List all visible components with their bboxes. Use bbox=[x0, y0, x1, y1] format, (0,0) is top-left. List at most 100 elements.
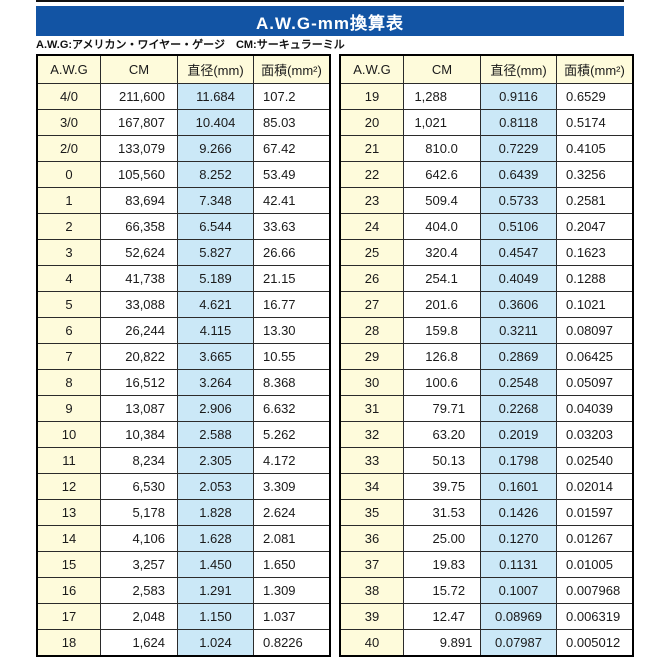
table-row: 33 50.13 0.1798 0.02540 bbox=[339, 447, 634, 474]
cell-diameter: 9.266 bbox=[177, 135, 254, 162]
table-row: 24 404.0 0.5106 0.2047 bbox=[339, 213, 634, 240]
cell-diameter: 2.588 bbox=[177, 421, 254, 448]
cell-area: 0.05097 bbox=[556, 369, 634, 396]
cell-area: 42.41 bbox=[253, 187, 331, 214]
cell-awg: 3 bbox=[36, 239, 101, 266]
cell-cm: 167,807 bbox=[100, 109, 178, 136]
cell-diameter: 4.115 bbox=[177, 317, 254, 344]
cell-area: 0.06425 bbox=[556, 343, 634, 370]
cell-diameter: 1.828 bbox=[177, 499, 254, 526]
cell-area: 0.2581 bbox=[556, 187, 634, 214]
cell-cm: 159.8 bbox=[403, 317, 481, 344]
cell-awg: 2 bbox=[36, 213, 101, 240]
cell-cm: 254.1 bbox=[403, 265, 481, 292]
cell-area: 0.01597 bbox=[556, 499, 634, 526]
cell-awg: 11 bbox=[36, 447, 101, 474]
table-header: A.W.G CM 直径(mm) 面積(mm²) bbox=[36, 54, 331, 84]
cell-awg: 39 bbox=[339, 603, 404, 630]
cell-awg: 15 bbox=[36, 551, 101, 578]
table-row: 39 12.47 0.08969 0.006319 bbox=[339, 603, 634, 630]
cell-awg: 4/0 bbox=[36, 83, 101, 110]
cell-area: 53.49 bbox=[253, 161, 331, 188]
cell-diameter: 0.1007 bbox=[480, 577, 557, 604]
cell-awg: 38 bbox=[339, 577, 404, 604]
cell-diameter: 0.1426 bbox=[480, 499, 557, 526]
cell-area: 0.6529 bbox=[556, 83, 634, 110]
table-row: 3/0 167,807 10.404 85.03 bbox=[36, 109, 331, 136]
cell-awg: 27 bbox=[339, 291, 404, 318]
cell-cm: 3,257 bbox=[100, 551, 178, 578]
cell-area: 0.5174 bbox=[556, 109, 634, 136]
cell-area: 16.77 bbox=[253, 291, 331, 318]
cell-awg: 16 bbox=[36, 577, 101, 604]
cell-area: 0.007968 bbox=[556, 577, 634, 604]
cell-diameter: 0.1270 bbox=[480, 525, 557, 552]
table-row: 30 100.6 0.2548 0.05097 bbox=[339, 369, 634, 396]
cell-diameter: 11.684 bbox=[177, 83, 254, 110]
header-row: A.W.G CM 直径(mm) 面積(mm²) bbox=[36, 54, 331, 84]
table-row: 2/0 133,079 9.266 67.42 bbox=[36, 135, 331, 162]
cell-cm: 12.47 bbox=[403, 603, 481, 630]
column-header-area: 面積(mm²) bbox=[556, 54, 634, 84]
table-row: 34 39.75 0.1601 0.02014 bbox=[339, 473, 634, 500]
cell-area: 0.04039 bbox=[556, 395, 634, 422]
cell-cm: 33,088 bbox=[100, 291, 178, 318]
table-row: 38 15.72 0.1007 0.007968 bbox=[339, 577, 634, 604]
cell-diameter: 0.1601 bbox=[480, 473, 557, 500]
cell-cm: 31.53 bbox=[403, 499, 481, 526]
table-row: 36 25.00 0.1270 0.01267 bbox=[339, 525, 634, 552]
cell-cm: 810.0 bbox=[403, 135, 481, 162]
cell-awg: 8 bbox=[36, 369, 101, 396]
cell-diameter: 0.7229 bbox=[480, 135, 557, 162]
cell-diameter: 2.053 bbox=[177, 473, 254, 500]
cell-diameter: 4.621 bbox=[177, 291, 254, 318]
table-row: 29 126.8 0.2869 0.06425 bbox=[339, 343, 634, 370]
table-row: 19 1,288 0.9116 0.6529 bbox=[339, 83, 634, 110]
cell-area: 85.03 bbox=[253, 109, 331, 136]
cell-awg: 14 bbox=[36, 525, 101, 552]
table-row: 27 201.6 0.3606 0.1021 bbox=[339, 291, 634, 318]
cell-diameter: 0.2019 bbox=[480, 421, 557, 448]
cell-cm: 1,624 bbox=[100, 629, 178, 657]
table-row: 37 19.83 0.1131 0.01005 bbox=[339, 551, 634, 578]
cell-area: 0.4105 bbox=[556, 135, 634, 162]
table-row: 25 320.4 0.4547 0.1623 bbox=[339, 239, 634, 266]
top-divider bbox=[36, 0, 624, 2]
cell-cm: 26,244 bbox=[100, 317, 178, 344]
cell-area: 0.03203 bbox=[556, 421, 634, 448]
column-header-diameter: 直径(mm) bbox=[177, 54, 254, 84]
table-row: 7 20,822 3.665 10.55 bbox=[36, 343, 331, 370]
cell-diameter: 0.6439 bbox=[480, 161, 557, 188]
cell-awg: 30 bbox=[339, 369, 404, 396]
cell-diameter: 0.8118 bbox=[480, 109, 557, 136]
table-row: 8 16,512 3.264 8.368 bbox=[36, 369, 331, 396]
cell-awg: 22 bbox=[339, 161, 404, 188]
cell-diameter: 0.2869 bbox=[480, 343, 557, 370]
cell-area: 0.3256 bbox=[556, 161, 634, 188]
cell-cm: 105,560 bbox=[100, 161, 178, 188]
cell-awg: 24 bbox=[339, 213, 404, 240]
cell-awg: 37 bbox=[339, 551, 404, 578]
cell-diameter: 0.2548 bbox=[480, 369, 557, 396]
cell-cm: 100.6 bbox=[403, 369, 481, 396]
cell-cm: 63.20 bbox=[403, 421, 481, 448]
table-row: 17 2,048 1.150 1.037 bbox=[36, 603, 331, 630]
cell-cm: 13,087 bbox=[100, 395, 178, 422]
cell-awg: 13 bbox=[36, 499, 101, 526]
cell-awg: 17 bbox=[36, 603, 101, 630]
cell-diameter: 5.189 bbox=[177, 265, 254, 292]
cell-area: 0.02540 bbox=[556, 447, 634, 474]
cell-cm: 642.6 bbox=[403, 161, 481, 188]
table-row: 35 31.53 0.1426 0.01597 bbox=[339, 499, 634, 526]
column-header-diameter: 直径(mm) bbox=[480, 54, 557, 84]
table-row: 10 10,384 2.588 5.262 bbox=[36, 421, 331, 448]
cell-awg: 19 bbox=[339, 83, 404, 110]
cell-cm: 10,384 bbox=[100, 421, 178, 448]
cell-awg: 18 bbox=[36, 629, 101, 657]
cell-awg: 21 bbox=[339, 135, 404, 162]
column-header-cm: CM bbox=[100, 54, 178, 84]
table-header: A.W.G CM 直径(mm) 面積(mm²) bbox=[339, 54, 634, 84]
cell-area: 10.55 bbox=[253, 343, 331, 370]
header-row: A.W.G CM 直径(mm) 面積(mm²) bbox=[339, 54, 634, 84]
cell-cm: 2,583 bbox=[100, 577, 178, 604]
